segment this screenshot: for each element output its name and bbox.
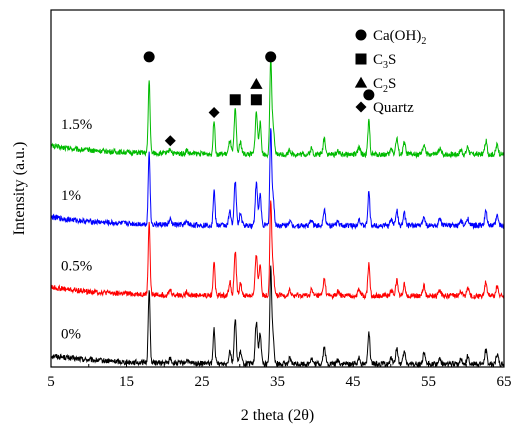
legend-entry: C2S: [373, 76, 396, 95]
x-tick-label: 65: [497, 374, 512, 390]
x-tick-label: 55: [421, 374, 436, 390]
series-layer: [50, 54, 505, 369]
series-label: 0.5%: [61, 258, 92, 274]
series-label: 1%: [61, 188, 81, 204]
peak-marker-circle: [363, 89, 375, 101]
peak-markers: [143, 51, 375, 147]
plot-frame: [50, 9, 505, 368]
series-line-1-5pct: [50, 54, 505, 159]
legend-marker-diamond: [355, 101, 367, 113]
peak-marker-circle: [265, 51, 277, 63]
series-labels: 0% 0.5% 1% 1.5%: [61, 117, 92, 343]
legend-entry: Ca(OH)2: [373, 28, 426, 47]
legend-marker-square: [355, 53, 367, 65]
peak-marker-square: [250, 94, 262, 106]
series-label: 0%: [61, 327, 81, 343]
peak-marker-square: [229, 94, 241, 106]
legend-marker-circle: [355, 29, 367, 41]
series-line-1pct: [50, 128, 505, 231]
y-axis-label: Intensity (a.u.): [11, 142, 28, 236]
peak-marker-circle: [143, 51, 155, 63]
x-tick-label: 15: [119, 374, 134, 390]
peak-marker-diamond: [164, 135, 176, 147]
series-line-0pct: [50, 265, 505, 369]
x-tick-label: 5: [47, 374, 55, 390]
legend-marker-triangle: [354, 76, 368, 88]
series-line-0-5pct: [50, 200, 505, 301]
x-tick-label: 35: [270, 374, 285, 390]
legend: Ca(OH)2 C3S C2S Quartz: [354, 28, 426, 116]
series-label: 1.5%: [61, 117, 92, 133]
peak-marker-diamond: [208, 106, 220, 118]
x-axis-label: 2 theta (2θ): [241, 407, 314, 424]
legend-entry: C3S: [373, 52, 396, 71]
x-tick-label: 45: [346, 374, 361, 390]
x-axis-ticks: 5 15 25 35 45 55 65: [47, 361, 512, 390]
x-tick-label: 25: [195, 374, 210, 390]
legend-entry: Quartz: [373, 100, 414, 116]
peak-marker-triangle: [250, 77, 263, 89]
